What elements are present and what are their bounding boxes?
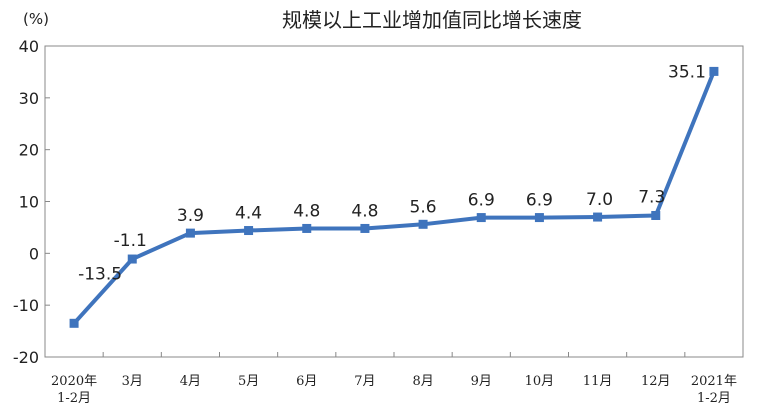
data-label: -13.5 [78, 264, 122, 284]
data-label-group: -13.5 -1.1 3.9 4.4 4.8 4.8 5.6 6.9 6.9 7.0 7.3 35.1 [78, 62, 706, 284]
x-tick-label: 5月 [238, 374, 259, 389]
data-label: 4.4 [235, 204, 262, 224]
data-point-marker [476, 213, 486, 223]
data-point-marker [418, 219, 428, 229]
series-line-group [69, 66, 719, 328]
x-tick-label: 10月 [525, 374, 555, 389]
y-tick-label: 10 [19, 193, 39, 212]
series-line [72, 70, 716, 325]
data-point-marker [244, 226, 254, 236]
x-tick-label: 3月 [122, 374, 143, 389]
x-tick-label: 6月 [296, 374, 317, 389]
data-label: 6.9 [526, 191, 553, 211]
x-tick-label: 2021年 [691, 374, 737, 389]
data-point-marker [651, 210, 661, 220]
x-tick-label: 11月 [583, 374, 613, 389]
y-tick-label: -20 [13, 348, 39, 367]
y-tick-label: 20 [19, 141, 39, 160]
data-point-marker [593, 212, 603, 222]
data-label: 7.3 [638, 187, 665, 207]
x-tick-label: 1-2月 [57, 391, 91, 406]
x-tick-label: 9月 [471, 374, 492, 389]
data-point-marker [534, 213, 544, 223]
data-point-marker [127, 254, 137, 264]
data-label: 7.0 [586, 190, 613, 210]
x-tick-label: 1-2月 [697, 391, 731, 406]
axes: 40 30 20 10 0 -10 -20 2020年 1-2月 3月 4月 5月 6月 7月 8月 9月 10… [13, 37, 737, 406]
data-label: 35.1 [668, 62, 706, 82]
data-label: 4.8 [351, 201, 378, 221]
x-tick-label: 4月 [180, 374, 201, 389]
data-label: 5.6 [410, 197, 437, 217]
data-label: 4.8 [293, 201, 320, 221]
data-label: 3.9 [177, 206, 204, 226]
chart-title: 规模以上工业增加值同比增长速度 [282, 8, 582, 32]
x-tick-label: 2020年 [51, 374, 97, 389]
data-point-marker [709, 66, 719, 76]
data-label: 6.9 [468, 191, 495, 211]
data-point-marker [69, 318, 79, 328]
x-tick-label: 7月 [354, 374, 375, 389]
data-point-marker [302, 223, 312, 233]
y-axis-unit-label: (%) [23, 10, 49, 28]
data-point-marker [185, 228, 195, 238]
y-tick-label: 40 [19, 37, 39, 56]
y-tick-label: 0 [29, 244, 39, 263]
y-tick-label: 30 [19, 89, 39, 108]
x-tick-label: 8月 [412, 374, 433, 389]
y-tick-label: -10 [13, 296, 39, 315]
data-label: -1.1 [114, 231, 147, 251]
x-tick-label: 12月 [641, 374, 671, 389]
data-point-marker [360, 223, 370, 233]
